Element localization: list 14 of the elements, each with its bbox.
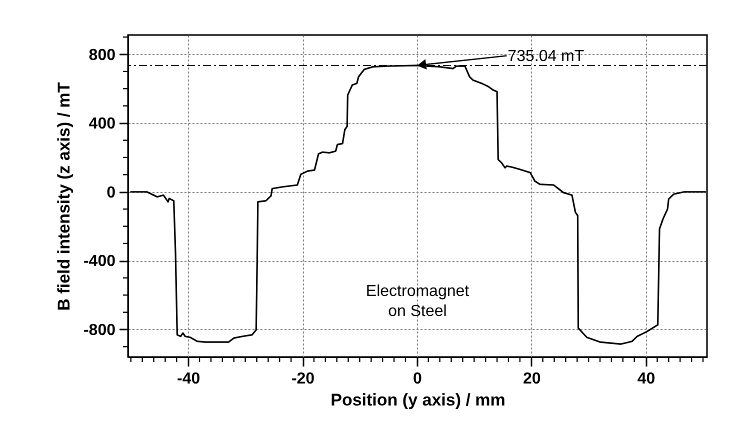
y-tick-label: 800	[88, 46, 116, 64]
annotation: 735.04 mT	[508, 48, 584, 65]
x-tick-label: -40	[177, 370, 200, 388]
x-tick-label: 20	[522, 370, 541, 388]
x-tick-label: 40	[637, 370, 656, 388]
y-axis-title: B field intensity (z axis) / mT	[54, 82, 74, 311]
x-axis-title: Position (y axis) / mm	[330, 390, 506, 410]
y-tick-label: -800	[83, 322, 116, 339]
x-tick-label: -20	[291, 370, 315, 388]
y-tick-label: 0	[106, 184, 116, 202]
y-tick-label: 400	[88, 116, 116, 133]
x-tick-label: 0	[412, 370, 422, 388]
y-tick-label: -400	[83, 253, 116, 270]
annotation: Electromagnet on Steel	[366, 282, 470, 320]
